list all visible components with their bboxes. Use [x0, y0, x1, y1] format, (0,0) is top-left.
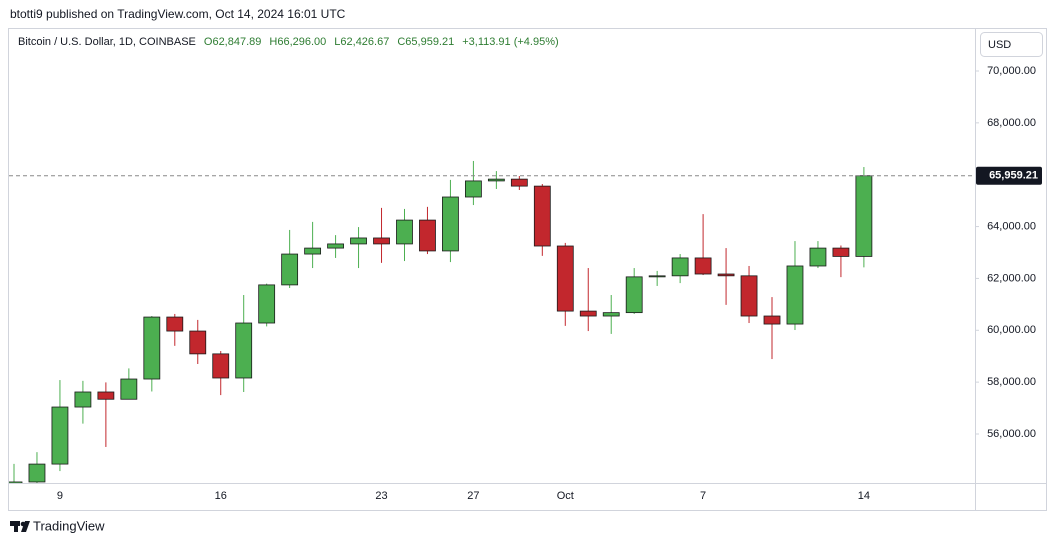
- x-tick-label: Oct: [557, 490, 574, 502]
- x-tick-label: 14: [858, 490, 870, 502]
- candle-body: [9, 481, 23, 483]
- candle-body: [442, 196, 459, 252]
- y-tick-label: 70,000.00: [987, 65, 1036, 77]
- candle-body: [602, 312, 620, 317]
- footer-logo: [10, 521, 30, 532]
- footer-brand: TradingView: [33, 518, 105, 533]
- frame: [8, 28, 1047, 511]
- x-tick-label: 16: [215, 490, 227, 502]
- candle-body: [419, 219, 436, 252]
- candle-body: [487, 178, 505, 182]
- y-tick-label: 64,000.00: [987, 220, 1036, 232]
- candle-body: [281, 253, 299, 286]
- y-tick-label: 68,000.00: [987, 117, 1036, 129]
- candle-body: [763, 315, 781, 325]
- candle-body: [235, 322, 253, 379]
- symbol: Bitcoin / U.S. Dollar, 1D, COINBASE: [18, 36, 196, 48]
- y-tick-label: 60,000.00: [987, 324, 1036, 336]
- x-tick-label: 27: [467, 490, 479, 502]
- candle-body: [533, 185, 551, 247]
- candle-body: [510, 178, 528, 187]
- y-tick-label: 56,000.00: [987, 428, 1036, 440]
- candle-body: [350, 237, 367, 245]
- y-tick-label: 58,000.00: [987, 376, 1036, 388]
- last-price-box: [976, 166, 1042, 185]
- x-tick-label: 7: [700, 490, 706, 502]
- candle-body: [97, 391, 115, 400]
- candle-body: [694, 257, 712, 275]
- candle-body: [212, 353, 230, 379]
- candle-body: [28, 463, 46, 483]
- ohlc-value: L62,426.67: [334, 36, 389, 48]
- y-tick-label: 62,000.00: [987, 272, 1036, 284]
- candle-body: [556, 245, 574, 312]
- candle-body: [648, 275, 666, 278]
- publisher: btotti9 published on TradingView.com, Oc…: [10, 7, 346, 21]
- candle-body: [396, 219, 413, 245]
- candles: [9, 160, 873, 483]
- candle-body: [143, 316, 161, 380]
- legend: Bitcoin / U.S. Dollar, 1D, COINBASE O62,8…: [18, 36, 559, 48]
- candle-body: [464, 180, 482, 198]
- candle-body: [327, 243, 344, 249]
- candle-body: [855, 175, 873, 257]
- ohlc-value: +3,113.91 (+4.95%): [462, 36, 558, 48]
- ohlc-value: H66,296.00: [269, 36, 326, 48]
- candle-body: [74, 391, 92, 408]
- candle-body: [51, 406, 69, 465]
- candle-body: [579, 310, 597, 317]
- ohlc-value: O62,847.89: [204, 36, 262, 48]
- candle-body: [717, 273, 735, 277]
- currency-button[interactable]: [980, 32, 1043, 57]
- candle-body: [832, 247, 850, 257]
- candle-body: [809, 247, 827, 267]
- candle-body: [740, 275, 758, 317]
- candle-body: [304, 247, 322, 255]
- ohlc-value: C65,959.21: [397, 36, 454, 48]
- candle-body: [166, 316, 184, 332]
- candle-body: [373, 237, 390, 245]
- candle-body: [258, 284, 276, 324]
- candle-body: [625, 276, 643, 314]
- candle-body: [120, 378, 138, 400]
- last-price-label: 65,959.21: [989, 170, 1038, 182]
- x-tick-label: 23: [375, 490, 387, 502]
- candle-body: [671, 257, 689, 277]
- x-tick-label: 9: [57, 490, 63, 502]
- candle-body: [786, 265, 804, 325]
- candle-body: [189, 330, 207, 355]
- currency[interactable]: USD: [988, 39, 1011, 51]
